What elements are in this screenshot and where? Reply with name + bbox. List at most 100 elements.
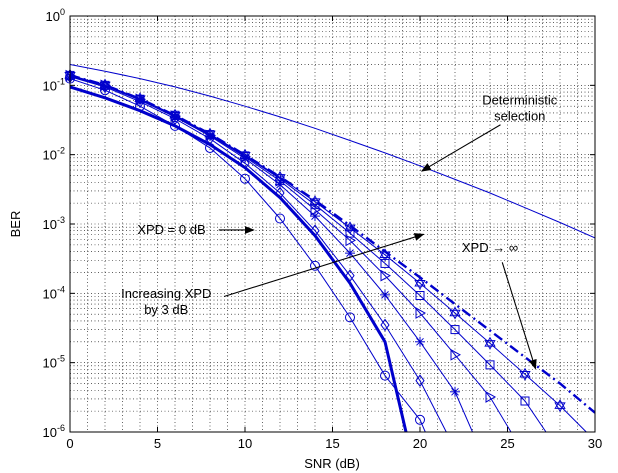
y-tick-label: 100 xyxy=(46,7,65,24)
y-tick-label: 10-5 xyxy=(43,354,65,371)
y-tick-base: 10 xyxy=(43,78,57,93)
series-line-circle xyxy=(70,78,426,432)
marker-triangle xyxy=(450,348,462,361)
marker-square xyxy=(450,325,460,335)
marker-hexagram xyxy=(344,221,356,232)
annotation-arrow-deterministic xyxy=(420,124,501,172)
annotation-text-increasing: Increasing XPD xyxy=(121,286,211,301)
marker-square xyxy=(415,291,425,301)
marker-hexagram xyxy=(414,276,426,287)
series-line-hexagram xyxy=(70,74,587,432)
marker-hexagram xyxy=(554,399,566,409)
marker-hexagram xyxy=(449,309,461,320)
marker-hexagram xyxy=(414,280,426,290)
annotation-text-xpdinf: XPD → ∞ xyxy=(462,240,518,255)
x-tick-label: 15 xyxy=(325,436,339,451)
annotation-text-xpd0: XPD = 0 dB xyxy=(137,222,205,237)
marker-diamond xyxy=(275,186,285,200)
y-tick-base: 10 xyxy=(43,425,57,440)
marker-hexagram xyxy=(379,251,391,262)
marker-hexagram xyxy=(309,195,321,205)
marker-hexagram xyxy=(449,306,461,317)
marker-circle xyxy=(310,260,320,271)
marker-star xyxy=(345,248,355,259)
marker-hexagram xyxy=(99,78,111,89)
marker-hexagram xyxy=(169,112,181,122)
marker-triangle xyxy=(310,203,322,216)
marker-star-stroke xyxy=(416,337,424,346)
annotation-text-deterministic: Deterministic xyxy=(482,93,558,108)
marker-square xyxy=(520,396,530,406)
y-tick-label: 10-6 xyxy=(43,423,65,440)
grid xyxy=(70,16,595,432)
marker-triangle xyxy=(415,307,427,319)
marker-square xyxy=(100,80,110,90)
marker-diamond xyxy=(380,318,390,332)
marker-circle xyxy=(275,213,285,224)
x-tick-label: 0 xyxy=(66,436,73,451)
series-line-diamond xyxy=(70,76,447,432)
marker-triangle xyxy=(345,234,357,247)
marker-star-stroke xyxy=(346,249,354,257)
x-tick-label: 20 xyxy=(413,436,427,451)
marker-triangle xyxy=(380,269,392,282)
marker-triangle xyxy=(485,391,497,403)
y-tick-base: 10 xyxy=(43,356,57,371)
y-tick-label: 10-4 xyxy=(43,284,65,301)
marker-square xyxy=(485,360,495,370)
y-tick-base: 10 xyxy=(43,148,57,163)
marker-star-stroke xyxy=(381,291,389,299)
marker-hexagram xyxy=(274,170,286,181)
y-tick-exponent: -2 xyxy=(57,146,65,156)
marker-square xyxy=(345,228,355,238)
y-tick-base: 10 xyxy=(43,217,57,232)
marker-circle xyxy=(380,370,390,381)
marker-hexagram xyxy=(169,108,181,119)
x-tick-label: 30 xyxy=(588,436,602,451)
marker-hexagram xyxy=(484,336,496,347)
marker-star-stroke xyxy=(451,387,459,396)
marker-diamond xyxy=(345,269,355,282)
annotation-text-increasing: by 3 dB xyxy=(144,302,188,317)
marker-circle xyxy=(345,312,355,323)
annotation-arrow-increasing xyxy=(223,233,425,298)
marker-hexagram xyxy=(239,148,251,159)
marker-circle xyxy=(415,414,425,425)
annotation-arrow-xpdinf xyxy=(501,262,537,370)
x-tick-label: 10 xyxy=(238,436,252,451)
y-tick-label: 10-1 xyxy=(43,76,65,93)
marker-hexagram xyxy=(134,92,146,102)
x-tick-label: 5 xyxy=(154,436,161,451)
marker-hexagram xyxy=(134,95,146,106)
marker-hexagram xyxy=(344,224,356,235)
y-tick-exponent: 0 xyxy=(60,7,65,17)
x-tick-label: 25 xyxy=(500,436,514,451)
marker-circle xyxy=(240,173,250,184)
marker-hexagram xyxy=(379,248,391,258)
marker-hexagram xyxy=(99,81,111,92)
marker-hexagram xyxy=(274,174,286,184)
marker-star xyxy=(450,386,460,397)
y-tick-exponent: -3 xyxy=(57,215,65,225)
marker-hexagram xyxy=(239,152,251,162)
marker-square xyxy=(170,110,180,120)
marker-hexagram xyxy=(484,340,496,350)
y-tick-base: 10 xyxy=(43,286,57,301)
marker-diamond xyxy=(310,224,320,238)
y-tick-exponent: -4 xyxy=(57,284,65,294)
series-line-deterministic xyxy=(70,64,595,239)
marker-hexagram xyxy=(519,371,531,381)
y-tick-label: 10-3 xyxy=(43,215,65,232)
marker-hexagram xyxy=(309,198,321,209)
marker-diamond xyxy=(415,374,425,388)
marker-star xyxy=(380,289,390,300)
y-tick-exponent: -1 xyxy=(57,76,65,86)
annotation-text-deterministic: selection xyxy=(494,109,545,124)
y-tick-base: 10 xyxy=(46,9,60,24)
marker-hexagram xyxy=(204,127,216,138)
marker-star xyxy=(415,336,425,347)
y-tick-exponent: -6 xyxy=(57,423,65,433)
